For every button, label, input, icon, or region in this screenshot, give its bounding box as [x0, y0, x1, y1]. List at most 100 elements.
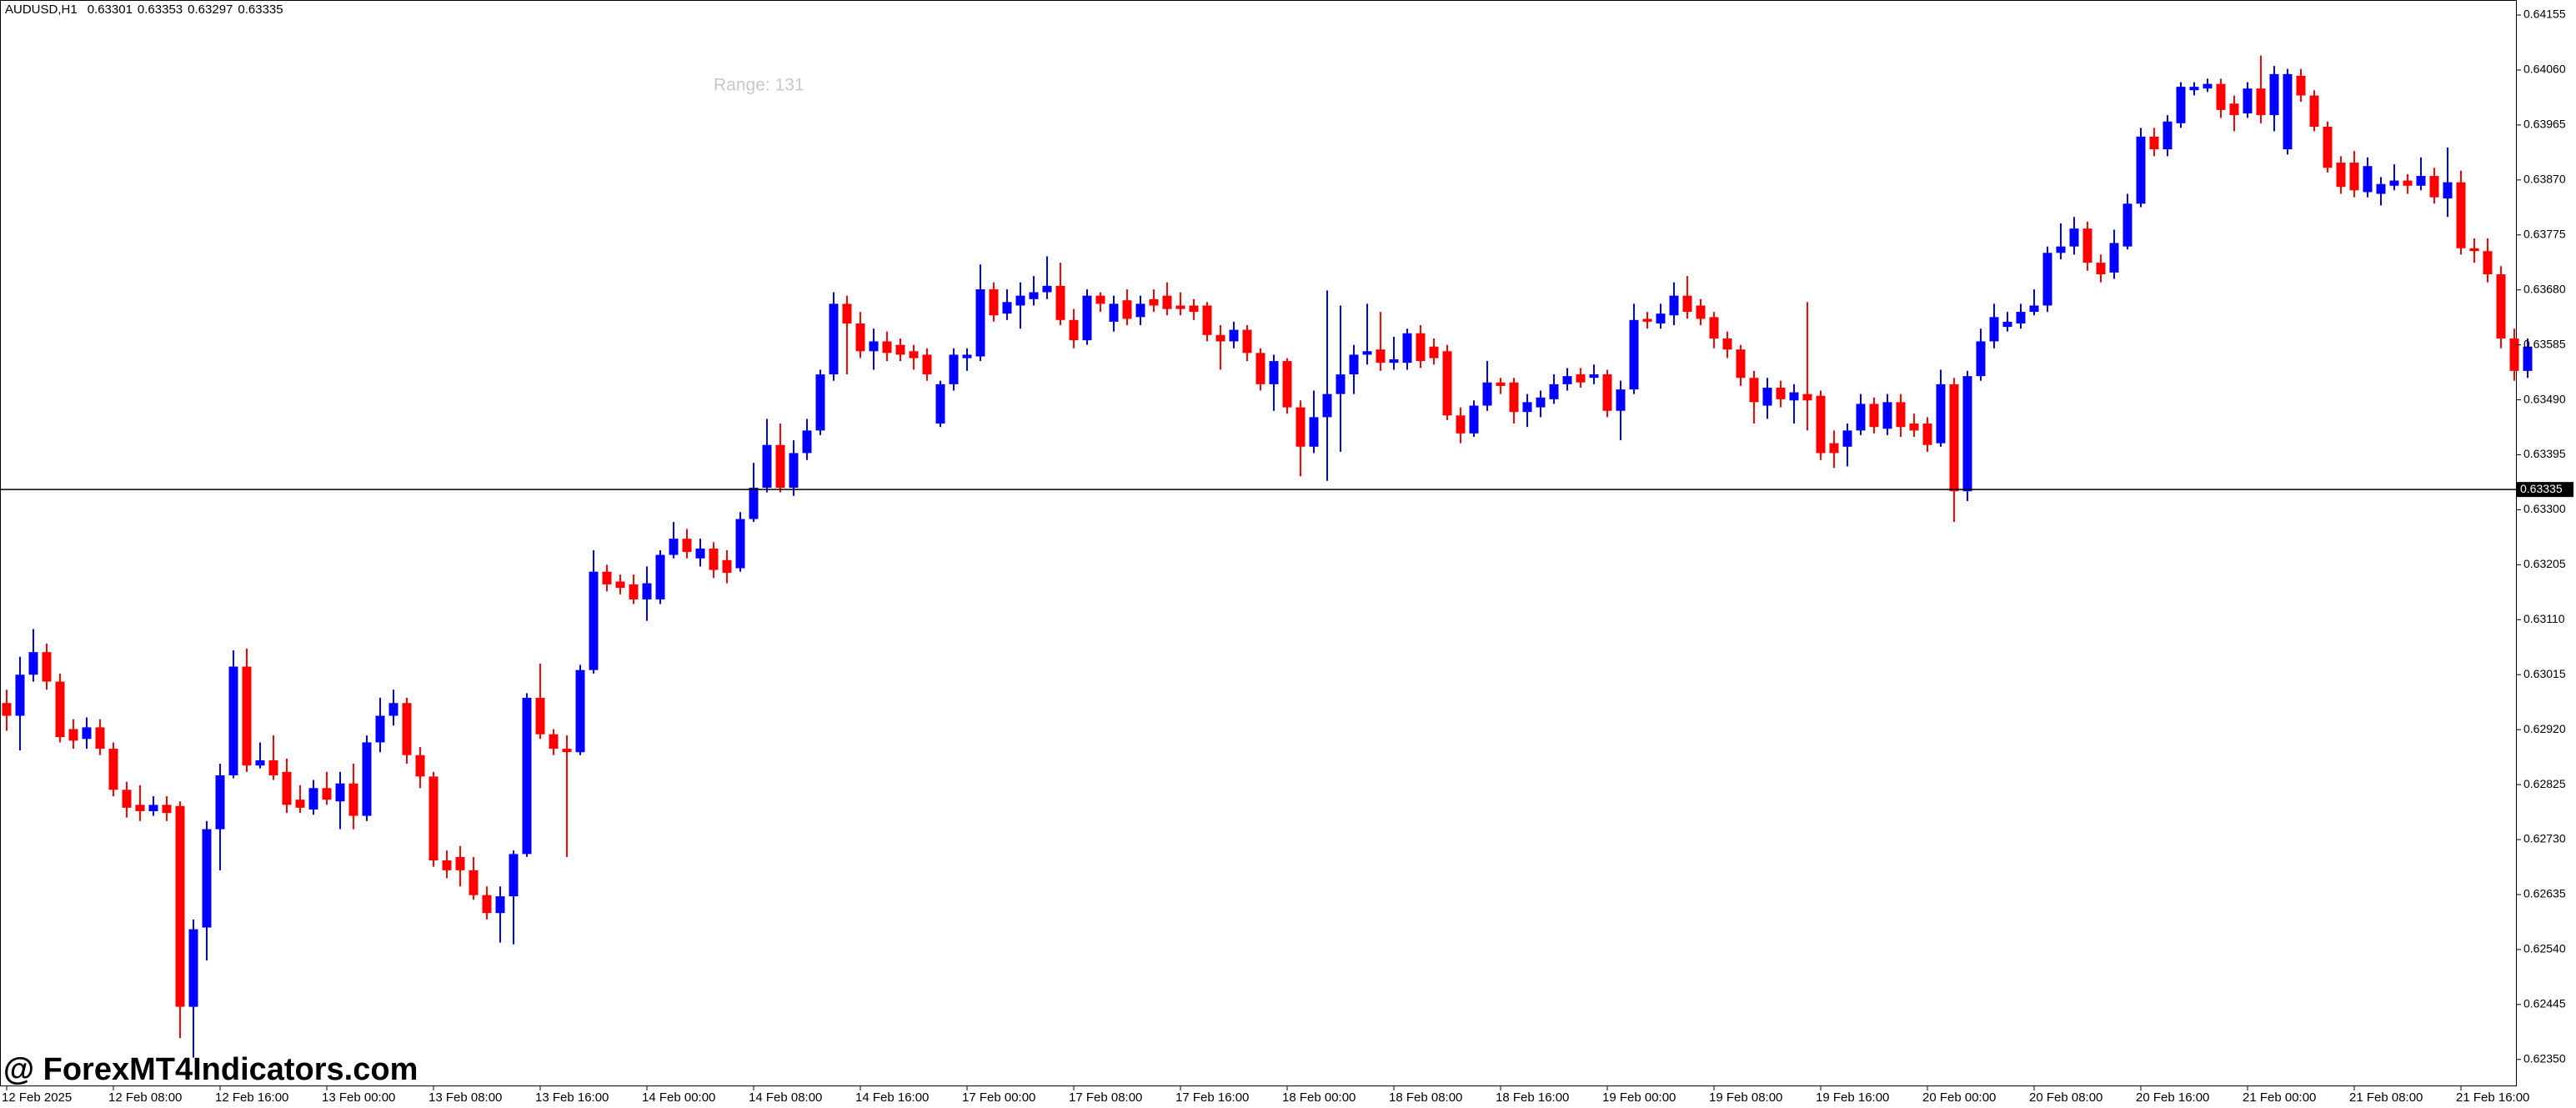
candle-body	[42, 652, 52, 682]
x-tick-label: 18 Feb 00:00	[1282, 1090, 1356, 1105]
candle-body	[815, 374, 825, 431]
candle-body	[1536, 397, 1546, 408]
candle-body	[1242, 329, 1252, 353]
x-tick-label: 21 Feb 00:00	[2243, 1090, 2316, 1105]
candle-body	[348, 783, 358, 816]
candle-body	[282, 771, 292, 805]
x-tick-label: 13 Feb 00:00	[322, 1090, 395, 1105]
y-tick-label: 0.64060	[2523, 63, 2566, 76]
candle-body	[1896, 402, 1906, 428]
candle-body	[1789, 392, 1799, 401]
candle-body	[1336, 374, 1346, 394]
candle-body	[135, 805, 145, 812]
candle-body	[2243, 88, 2253, 114]
candle-body	[1389, 358, 1399, 363]
y-tick-label: 0.62350	[2523, 1051, 2566, 1065]
candle-body	[2296, 75, 2306, 96]
candle-body	[1282, 361, 1292, 408]
candle-body	[82, 727, 92, 740]
candle-body	[1736, 349, 1746, 379]
candle-body	[2056, 246, 2066, 253]
candle-body	[1629, 319, 1639, 390]
candle-body	[722, 559, 732, 574]
candle-body	[989, 289, 999, 316]
candle-body	[188, 929, 198, 1007]
candle-body	[2189, 87, 2199, 91]
candle-body	[1442, 351, 1452, 416]
candle-body	[1602, 374, 1612, 411]
candle-body	[2429, 175, 2439, 198]
candle-body	[469, 870, 479, 895]
candle-body	[535, 698, 545, 734]
candle-body	[735, 519, 745, 569]
candle-body	[402, 703, 412, 755]
candle-body	[228, 666, 238, 775]
chart-header: AUDUSD,H1 0.63301 0.63353 0.63297 0.63335	[5, 3, 283, 17]
candle-body	[148, 805, 158, 812]
candle-body	[1002, 302, 1012, 314]
candle-body	[669, 539, 679, 555]
y-tick-label: 0.63965	[2523, 118, 2566, 131]
x-tick-label: 20 Feb 00:00	[1922, 1090, 1996, 1105]
candle-body	[362, 742, 372, 816]
candle-body	[1175, 305, 1185, 309]
candle-body	[1749, 378, 1759, 403]
y-tick-label: 0.63490	[2523, 392, 2566, 405]
x-tick-label: 19 Feb 08:00	[1709, 1090, 1782, 1105]
candle-body	[2403, 180, 2413, 186]
candle-body	[602, 571, 612, 584]
candle-body	[1429, 346, 1439, 358]
candle-body	[1015, 295, 1025, 306]
y-tick-label: 0.62540	[2523, 942, 2566, 955]
candle-body	[2309, 95, 2319, 127]
candle-body	[1322, 394, 1332, 418]
quote-close: 0.63335	[238, 3, 283, 17]
candle-body	[882, 341, 892, 353]
candle-body	[2203, 83, 2213, 89]
candle-body	[895, 344, 905, 355]
x-tick-label: 13 Feb 16:00	[535, 1090, 609, 1105]
candle-body	[1202, 305, 1212, 335]
candle-body	[1802, 394, 1812, 401]
candle-body	[1936, 384, 1946, 444]
candle-body	[455, 856, 465, 870]
candle-body	[1402, 333, 1412, 363]
y-tick-label: 0.62730	[2523, 832, 2566, 845]
candle-body	[95, 727, 105, 750]
candle-body	[1509, 382, 1519, 413]
y-tick-label: 0.63395	[2523, 447, 2566, 460]
candle-body	[1042, 285, 1052, 293]
y-tick-label: 0.63775	[2523, 227, 2566, 240]
candle-body	[1082, 295, 1092, 341]
candle-body	[2389, 180, 2399, 186]
candle-body	[122, 790, 132, 808]
x-tick-label: 12 Feb 08:00	[108, 1090, 182, 1105]
candle-body	[842, 303, 852, 323]
candle-body	[268, 760, 278, 775]
candle-body	[1309, 417, 1319, 447]
y-tick-label: 0.64155	[2523, 8, 2566, 21]
candle-body	[1669, 295, 1679, 316]
candle-body	[1149, 298, 1159, 306]
plot-frame	[0, 0, 2517, 1086]
candle-body	[415, 755, 425, 777]
candle-body	[2229, 103, 2239, 116]
candle-body	[295, 800, 305, 808]
quote-high: 0.63353	[138, 3, 183, 17]
candles	[2, 55, 2533, 1058]
y-tick-label: 0.62920	[2523, 722, 2566, 735]
candle-body	[509, 854, 519, 897]
candle-body	[855, 323, 865, 352]
candle-body	[2443, 182, 2453, 199]
candle-body	[1909, 424, 1919, 431]
x-tick-label: 12 Feb 2025	[2, 1090, 72, 1105]
candle-body	[1549, 384, 1559, 399]
x-tick-label: 14 Feb 16:00	[855, 1090, 929, 1105]
candle-body	[975, 289, 985, 357]
candle-body	[749, 488, 759, 519]
candle-body	[1722, 338, 1732, 350]
y-tick-label: 0.62825	[2523, 777, 2566, 790]
candle-body	[949, 354, 959, 384]
